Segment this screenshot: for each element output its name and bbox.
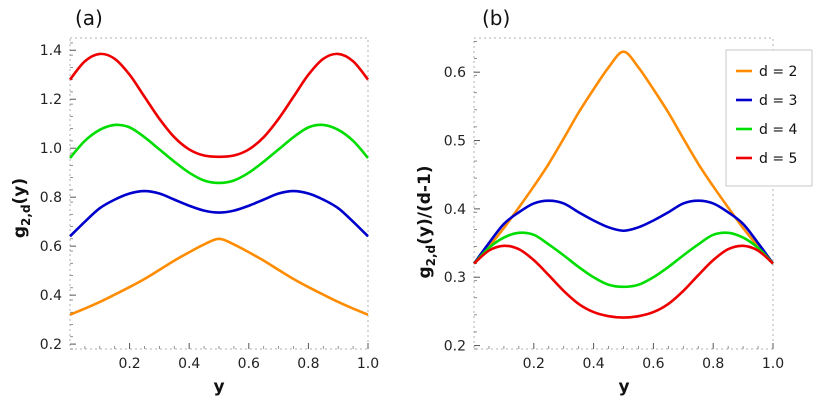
panel-a-series-d-4 — [69, 123, 369, 185]
panel-b-y-tick-label: 0.4 — [444, 202, 466, 218]
panel-a-y-tick-label: 1.0 — [40, 141, 62, 157]
legend: d = 2 d = 3 d = 4 d = 5 — [725, 49, 813, 187]
legend-label: d = 2 — [759, 64, 797, 80]
legend-label: d = 3 — [759, 93, 797, 109]
panel-a-x-tick-label: 1.0 — [357, 356, 379, 372]
panel-a-y-axis-title-sub: 2,d — [19, 204, 33, 226]
panel-b-axes: 0.2 0.4 0.6 0.8 1.0 0.2 0.3 0.4 0.5 0.6 — [444, 37, 784, 372]
panel-a-series-d-2 — [69, 237, 369, 316]
panel-b-series-d-4 — [473, 231, 774, 289]
panel-a-y-tick-label: 0.6 — [40, 239, 62, 255]
panel-b-y-axis-title-tail: (y)/(d-1) — [415, 165, 435, 244]
panel-a-y-tick-label: 1.2 — [40, 92, 62, 108]
panel-a-y-tick-label: 0.4 — [40, 288, 62, 304]
panel-b-label: (b) — [482, 6, 510, 30]
panel-a-label: (a) — [75, 6, 103, 30]
panel-a-y-axis-title-tail: (y) — [10, 178, 30, 205]
panel-b-y-tick-label: 0.3 — [444, 270, 466, 286]
panel-b-series-d-3 — [472, 199, 775, 265]
panel-b-x-tick-label: 0.4 — [582, 356, 604, 372]
panel-a: (a) 0.2 0.4 0.6 0.8 1.0 0.2 0.4 0.6 0.8 1.0 1.2 1.4… — [10, 6, 379, 397]
panel-b-series-d-5 — [473, 244, 774, 319]
panel-b-y-tick-label: 0.6 — [444, 65, 466, 81]
panel-b-x-tick-label: 1.0 — [762, 356, 784, 372]
panel-a-y-tick-label: 0.8 — [40, 190, 62, 206]
panel-a-y-tick-label: 1.4 — [40, 43, 62, 59]
legend-box — [725, 49, 813, 187]
panel-a-y-axis-title-main: g — [10, 226, 30, 238]
legend-entries: d = 2 d = 3 d = 4 d = 5 — [736, 64, 798, 167]
panel-b-series-d-2 — [473, 50, 774, 265]
panel-a-x-tick-label: 0.2 — [118, 356, 140, 372]
panel-a-curves — [68, 52, 370, 316]
panel-a-x-tick-label: 0.6 — [238, 356, 260, 372]
panel-a-x-axis-title: y — [213, 377, 224, 397]
panel-b-x-tick-label: 0.6 — [642, 356, 664, 372]
panel-a-y-tick-label: 0.2 — [40, 337, 62, 353]
panel-a-axes: 0.2 0.4 0.6 0.8 1.0 0.2 0.4 0.6 0.8 1.0 1.2 1.4 — [40, 37, 379, 372]
panel-b: (b) 0.2 0.4 0.6 0.8 1.0 0.2 0.3 0.4 0.5 0.6 y g2,… — [415, 6, 813, 397]
panel-b-y-axis-title: g2,d(y)/(d-1) — [415, 165, 438, 278]
panel-b-x-tick-label: 0.2 — [523, 356, 545, 372]
panel-a-y-axis-title: g2,d(y) — [10, 178, 33, 238]
panel-b-y-axis-title-main: g — [415, 266, 435, 278]
legend-label: d = 4 — [759, 122, 798, 138]
panel-a-frame — [69, 37, 369, 350]
panel-b-x-axis-title: y — [618, 377, 629, 397]
panel-b-x-tick-label: 0.8 — [702, 356, 724, 372]
panel-a-x-tick-label: 0.4 — [178, 356, 200, 372]
panel-b-y-axis-title-sub: 2,d — [424, 245, 438, 267]
legend-label: d = 5 — [759, 151, 797, 167]
panel-a-series-d-5 — [68, 52, 370, 159]
panel-a-series-d-3 — [69, 189, 369, 238]
panel-b-y-tick-label: 0.2 — [444, 339, 466, 355]
panel-a-x-tick-label: 0.8 — [297, 356, 319, 372]
panel-b-curves — [472, 50, 775, 319]
panel-b-y-tick-label: 0.5 — [444, 134, 466, 150]
